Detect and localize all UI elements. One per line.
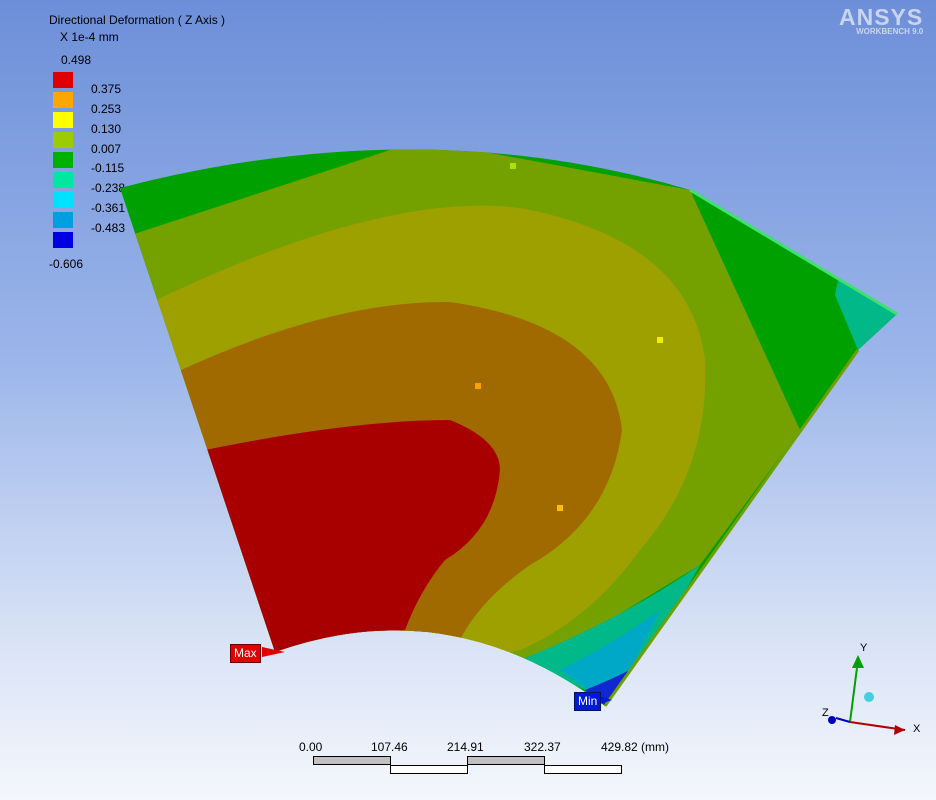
scale-tick-label: 0.00 [299,740,323,754]
legend-label: -0.483 [91,221,126,235]
z-axis-arrow [835,717,851,723]
x-axis-arrowhead [894,725,905,735]
ansys-logo: ANSYS WORKBENCH 9.0 [839,4,923,36]
probe-point [657,337,663,343]
z-axis-label: Z [822,707,829,719]
scale-tick-label: 107.46 [371,740,408,754]
edge-highlight [689,188,898,316]
scale-segment [313,756,391,765]
triad-iso-ball[interactable] [864,692,874,702]
legend-max-value: 0.498 [61,53,92,67]
legend-label: 0.253 [91,102,122,116]
logo-sub-text: WORKBENCH 9.0 [856,27,924,36]
legend-swatch [53,192,73,208]
scale-tick-label: 322.37 [524,740,561,754]
legend-label: 0.130 [91,122,122,136]
legend-color-bar [53,72,73,252]
legend-label: -0.115 [91,161,125,175]
y-axis-arrow [849,659,859,723]
legend-label: -0.361 [91,201,126,215]
legend-min-value: -0.606 [49,257,84,271]
contour-cyan [560,610,660,706]
probe-point [557,505,563,511]
contour-tip-teal [835,270,897,350]
y-axis-arrowhead [852,655,864,668]
scale-segment [390,765,468,774]
max-pointer [262,647,285,657]
legend-unit: X 1e-4 mm [60,30,119,44]
contour-red [195,420,500,652]
scale-tick-label: 214.91 [447,740,484,754]
legend-swatch [53,72,73,88]
axis-triad [828,655,906,735]
max-marker-label: Max [230,644,261,663]
legend-swatch [53,232,73,248]
legend-swatch [53,132,73,148]
scale-bar [313,756,622,776]
edge-highlight [603,349,860,707]
legend-swatch [53,212,73,228]
probe-point [510,163,516,169]
legend-swatch [53,92,73,108]
min-marker-label: Min [574,692,602,711]
contour-plot [120,149,897,707]
min-pointer [600,696,612,704]
z-axis-dot [828,716,836,724]
y-axis-label: Y [860,642,868,654]
scale-tick-label: 429.82 (mm) [601,740,670,754]
x-axis-label: X [913,723,921,735]
probe-point [475,383,481,389]
legend-label: -0.238 [91,181,126,195]
logo-main-text: ANSYS [839,4,924,30]
legend-swatch [53,172,73,188]
legend-swatch [53,152,73,168]
legend-swatch [53,112,73,128]
legend-title: Directional Deformation ( Z Axis ) [49,13,226,27]
legend-label: 0.375 [91,82,122,96]
scale-segment [467,756,545,765]
legend-label: 0.007 [91,142,122,156]
scale-segment [544,765,622,774]
